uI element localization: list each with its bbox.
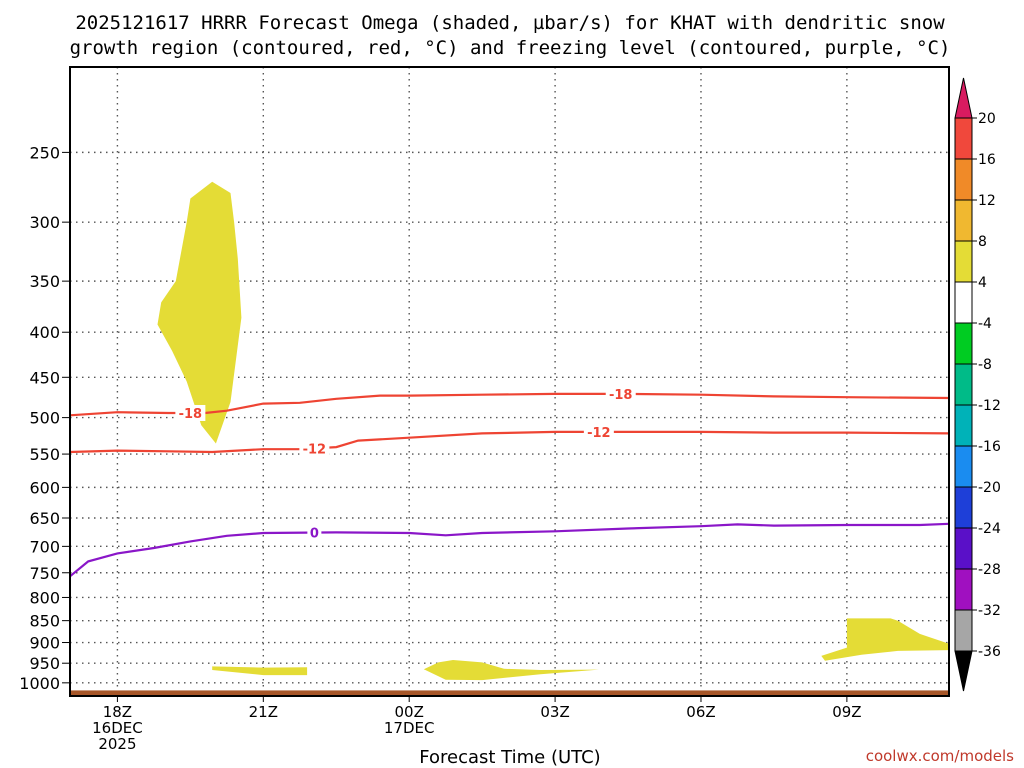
colorbar-segment: [954, 240, 973, 283]
minus-12-isotherm-label: -12: [587, 426, 611, 441]
colorbar-segment: [954, 527, 973, 570]
colorbar: 20 16 12 8 4 -4 -8 -12 -16 -20 -24 -28 -32 -36: [954, 77, 1001, 692]
y-tick-label: 650: [29, 509, 60, 528]
colorbar-tick-label: -24: [978, 521, 1001, 537]
plot-area: -18 -18 -12 -12 0: [69, 66, 950, 697]
colorbar-segment: [954, 404, 973, 447]
y-tick-label: 1000: [19, 674, 60, 693]
x-tick-label: 06Z: [686, 703, 715, 721]
x-tick-label: 16DEC: [92, 719, 143, 737]
minus-18-isotherm-label: -18: [179, 407, 203, 422]
colorbar-segment: [954, 486, 973, 529]
colorbar-tick-label: -4: [978, 316, 992, 332]
colorbar-bottom-triangle: [954, 650, 973, 692]
contour-layer: -18 -18 -12 -12 0: [69, 385, 950, 578]
omega-low-01z: [423, 660, 599, 681]
colorbar-segment: [954, 568, 973, 611]
colorbar-tick-label: -8: [978, 357, 992, 373]
colorbar-tick-label: -28: [978, 562, 1001, 578]
y-tick-label: 750: [29, 564, 60, 583]
y-tick-label: 250: [29, 143, 60, 162]
x-tick-label: 09Z: [832, 703, 861, 721]
colorbar-segment: [954, 363, 973, 406]
colorbar-segment: [954, 117, 973, 160]
x-axis-label: Forecast Time (UTC): [419, 747, 600, 768]
colorbar-segment: [954, 199, 973, 242]
omega-low-21z: [212, 666, 308, 676]
y-tick-label: 400: [29, 323, 60, 342]
minus-12-isotherm-label-bg: [299, 440, 330, 457]
minus-18-isotherm-label: -18: [609, 388, 633, 403]
minus-12-isotherm: [69, 430, 950, 454]
y-tick-label: 300: [29, 213, 60, 232]
y-tick-label: 350: [29, 272, 60, 291]
colorbar-tick-label: -36: [978, 644, 1001, 660]
colorbar-top-triangle: [954, 77, 973, 119]
y-tick-label: 600: [29, 478, 60, 497]
credit-text: coolwx.com/models: [866, 747, 1014, 765]
colorbar-tick-label: -20: [978, 480, 1001, 496]
minus-18-isotherm-label-bg: [175, 404, 206, 421]
y-tick-label: 450: [29, 368, 60, 387]
plot-frame: [69, 66, 950, 697]
y-tick-label: 950: [29, 654, 60, 673]
colorbar-tick-label: 20: [978, 111, 996, 127]
colorbar-tick-label: -32: [978, 603, 1001, 619]
minus-12-isotherm-label: -12: [303, 442, 327, 457]
freezing-level-label-bg: [307, 524, 322, 541]
colorbar-segment: [954, 281, 973, 324]
y-tick-label: 850: [29, 612, 60, 631]
x-tick-label: 21Z: [249, 703, 278, 721]
terrain-layer: [71, 690, 948, 695]
colorbar-segment: [954, 609, 973, 652]
omega-upper: [157, 181, 242, 444]
colorbar-tick-label: -16: [978, 439, 1001, 455]
colorbar-segment: [954, 158, 973, 201]
chart-title-line2: growth region (contoured, red, °C) and f…: [70, 37, 951, 59]
colorbar-segment: [954, 322, 973, 365]
y-axis: 250 300 350 400 450 500 550 600 650 700 750 800 850 9…: [19, 143, 70, 693]
colorbar-tick-label: -12: [978, 398, 1001, 414]
freezing-level: [69, 522, 950, 578]
y-tick-label: 800: [29, 588, 60, 607]
colorbar-segment: [954, 445, 973, 488]
y-tick-label: 700: [29, 537, 60, 556]
colorbar-tick-label: 16: [978, 152, 996, 168]
y-tick-label: 900: [29, 634, 60, 653]
surface-terrain: [71, 690, 948, 695]
y-tick-label: 550: [29, 445, 60, 464]
x-tick-label: 17DEC: [384, 719, 435, 737]
x-tick-label: 00Z: [395, 703, 424, 721]
chart-title-line1: 2025121617 HRRR Forecast Omega (shaded, …: [75, 12, 945, 34]
colorbar-tick-label: 8: [978, 234, 987, 250]
x-tick-label: 2025: [98, 735, 136, 753]
freezing-level-label: 0: [310, 527, 319, 542]
omega-layer: [157, 181, 949, 681]
y-tick-label: 500: [29, 409, 60, 428]
x-tick-label: 18Z: [103, 703, 132, 721]
x-tick-label: 03Z: [540, 703, 569, 721]
grid: [70, 67, 949, 696]
minus-18-isotherm-label-bg: [605, 385, 636, 402]
minus-12-isotherm-label-bg: [583, 423, 614, 440]
colorbar-tick-label: 12: [978, 193, 996, 209]
colorbar-tick-label: 4: [978, 275, 987, 291]
omega-low-09z: [821, 618, 949, 661]
